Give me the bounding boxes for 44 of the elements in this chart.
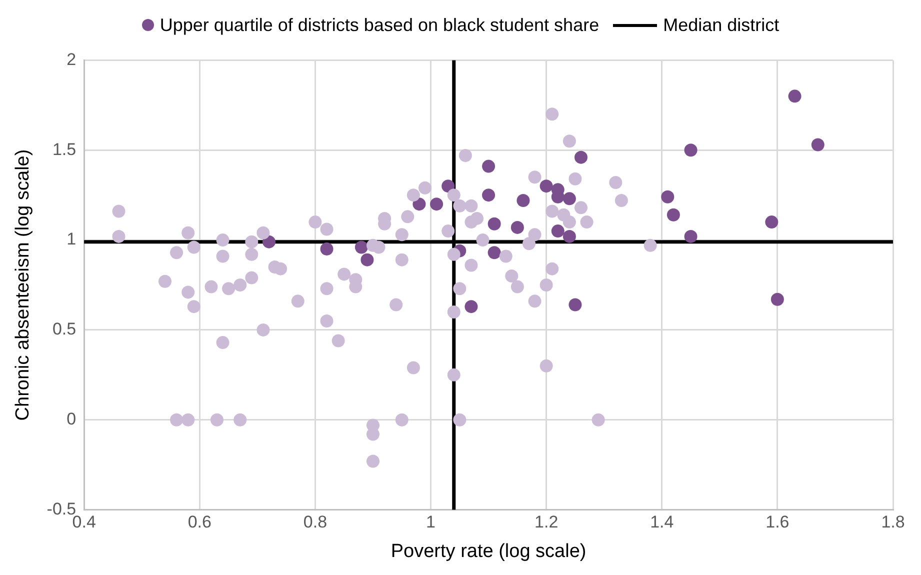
y-axis-title: Chronic absenteeism (log scale) — [12, 149, 34, 421]
point — [574, 150, 588, 164]
point — [568, 298, 582, 312]
point — [510, 220, 524, 234]
y-tick-label: 0.5 — [52, 320, 76, 339]
x-tick-label: 1.2 — [534, 512, 558, 532]
x-axis-title: Poverty rate (log scale) — [390, 540, 586, 562]
point — [562, 192, 576, 206]
point — [788, 90, 802, 103]
point — [320, 242, 334, 256]
point — [430, 198, 444, 211]
point — [684, 144, 698, 157]
x-tick-label: 1.8 — [881, 512, 905, 532]
y-tick-label: 1.5 — [52, 140, 76, 159]
point — [666, 208, 680, 222]
point — [412, 198, 426, 211]
legend-label: Median district — [663, 14, 780, 36]
x-tick-label: 1 — [426, 512, 436, 532]
point — [360, 253, 374, 266]
x-tick-label: 1.6 — [766, 512, 790, 532]
point — [684, 230, 698, 243]
y-tick-label: 0 — [66, 410, 76, 429]
x-tick-label: 0.8 — [303, 512, 328, 532]
point — [661, 190, 674, 204]
point — [262, 235, 276, 248]
point — [354, 240, 368, 254]
point — [464, 300, 478, 314]
point — [540, 180, 553, 193]
point — [488, 217, 501, 230]
point — [482, 160, 496, 173]
point — [770, 292, 784, 306]
legend-label: Upper quartile of districts based on black student share — [160, 14, 600, 36]
point — [516, 194, 530, 207]
point — [442, 180, 455, 193]
x-tick-label: 0.6 — [188, 512, 212, 532]
point — [562, 230, 576, 243]
point — [765, 216, 778, 229]
y-tick-label: 2 — [66, 50, 76, 69]
y-tick-label: 1 — [66, 230, 76, 249]
point — [488, 246, 501, 260]
point — [811, 138, 824, 152]
point — [551, 224, 564, 238]
point — [482, 188, 496, 202]
x-tick-label: 1.4 — [650, 512, 674, 532]
